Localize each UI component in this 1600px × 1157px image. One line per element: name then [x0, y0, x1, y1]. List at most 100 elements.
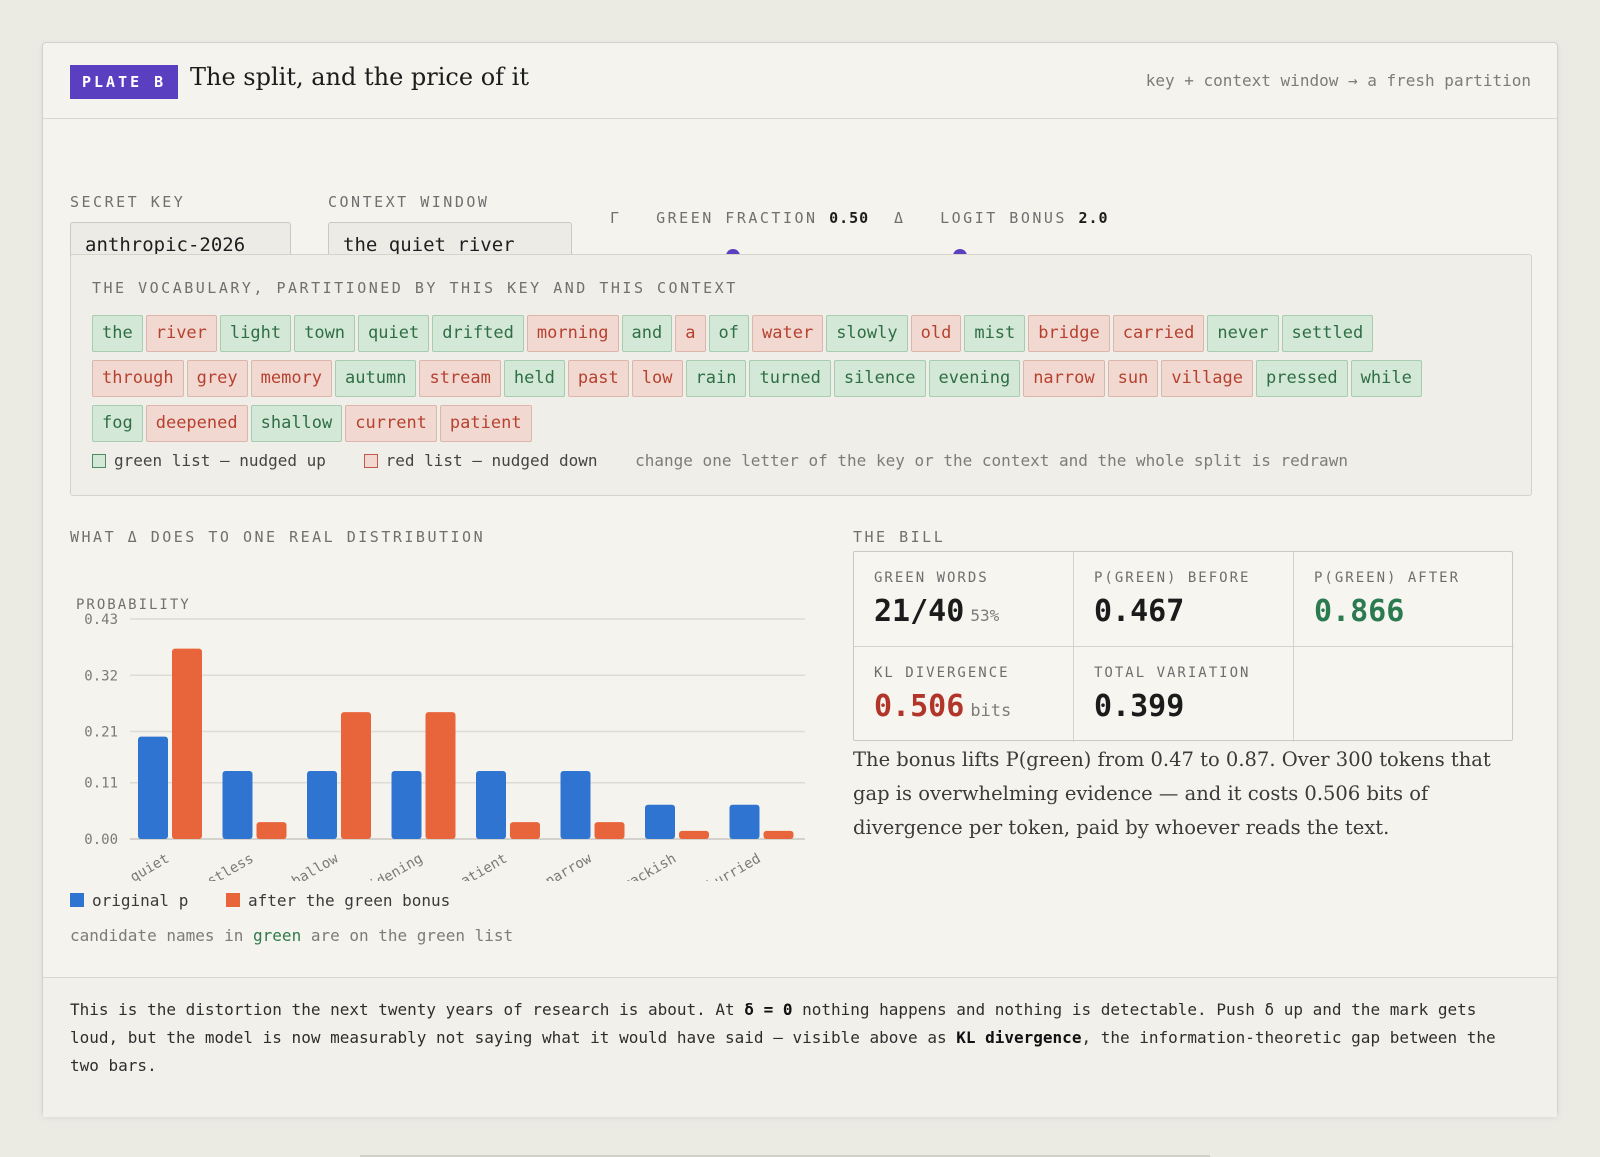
green-words-label: GREEN WORDS — [874, 570, 989, 586]
bill-explanation: The bonus lifts P(green) from 0.47 to 0.… — [853, 748, 1491, 839]
bill-table: GREEN WORDS 21/40 53% P(GREEN) BEFORE 0.4… — [853, 551, 1514, 742]
bottom-divider — [360, 1155, 1210, 1157]
logit-bonus-text: LOGIT BONUS — [940, 209, 1067, 227]
bar-original — [476, 770, 506, 839]
legend-after-label: after the green bonus — [247, 891, 451, 910]
y-tick-label: 0.21 — [84, 725, 118, 741]
token-red: current — [345, 405, 437, 442]
plate-header: PLATE B The split, and the price of it k… — [43, 43, 1557, 119]
chart-note-post: are on the green list — [301, 926, 514, 945]
p-green-before-cell: P(GREEN) BEFORE 0.467 — [1074, 552, 1294, 647]
bar-after — [256, 822, 287, 839]
token-green: mist — [964, 315, 1026, 352]
x-tick-label: narrow — [543, 850, 595, 881]
bill-title: THE BILL — [853, 528, 946, 546]
token-red: water — [752, 315, 824, 352]
green-fraction-value: 0.50 — [829, 209, 870, 227]
green-words-pct: 53% — [970, 606, 1000, 625]
green-words-value: 21/40 53% — [874, 594, 1073, 629]
token-green: autumn — [335, 360, 417, 397]
bar-after — [763, 830, 794, 839]
total-variation-cell: TOTAL VARIATION 0.399 — [1074, 647, 1294, 742]
green-fraction-label: Γ GREEN FRACTION 0.50 — [610, 209, 869, 227]
token-red: carried — [1112, 315, 1205, 352]
p-green-before-label: P(GREEN) BEFORE — [1094, 570, 1251, 586]
token-green: slowly — [826, 315, 908, 352]
token-green: never — [1207, 315, 1279, 352]
x-tick-label: restless — [190, 851, 256, 881]
x-tick-label: widening — [359, 851, 425, 881]
vocabulary-legend: green list — nudged up red list — nudged… — [92, 451, 1348, 470]
token-green: evening — [928, 360, 1021, 397]
footer-part-1: This is the distortion the next twenty y… — [70, 1000, 745, 1019]
token-green: fog — [92, 405, 143, 442]
context-window-label: CONTEXT WINDOW — [328, 193, 490, 211]
bar-after — [425, 712, 456, 839]
token-red: old — [910, 315, 962, 352]
green-words-cell: GREEN WORDS 21/40 53% — [854, 552, 1074, 647]
token-green: quiet — [358, 315, 430, 352]
footer-delta-zero: δ = 0 — [744, 1000, 793, 1019]
vocabulary-panel: THE VOCABULARY, PARTITIONED BY THIS KEY … — [70, 254, 1532, 496]
token-red: low — [631, 360, 683, 397]
bar-after — [679, 830, 709, 839]
plate-subtitle: key + context window → a fresh partition — [1145, 71, 1531, 90]
p-green-before-value: 0.467 — [1094, 594, 1185, 629]
y-tick-label: 0.00 — [84, 832, 118, 848]
x-tick-label: brackish — [613, 851, 679, 881]
kl-divergence-label: KL DIVERGENCE — [874, 665, 1010, 681]
plate-panel: PLATE B The split, and the price of it k… — [42, 42, 1558, 1117]
empty-cell — [1294, 647, 1514, 742]
x-tick-label: unhurried — [690, 851, 764, 881]
y-tick-label: 0.32 — [84, 668, 118, 684]
kl-divergence-value: 0.506 bits — [874, 689, 1073, 724]
bar-original — [138, 736, 168, 839]
token-green: and — [621, 315, 673, 352]
bar-original — [645, 804, 675, 839]
token-red: stream — [419, 360, 501, 397]
legend-red-text: red list — nudged down — [385, 451, 598, 470]
y-tick-label: 0.43 — [84, 612, 118, 628]
footer-panel: This is the distortion the next twenty y… — [43, 977, 1557, 1117]
bar-original — [222, 770, 253, 839]
token-green: silence — [833, 360, 926, 397]
token-red: river — [145, 315, 217, 352]
token-red: deepened — [145, 405, 248, 442]
token-red: morning — [526, 315, 619, 352]
token-red: past — [567, 360, 629, 397]
kl-divergence-cell: KL DIVERGENCE 0.506 bits — [854, 647, 1074, 742]
bar-original — [391, 770, 422, 839]
token-list: the river light town quiet drifted morning and a… — [92, 315, 1512, 450]
x-tick-label: patient — [451, 851, 510, 881]
bar-after — [594, 822, 625, 839]
kl-divergence-unit: bits — [970, 701, 1012, 721]
token-green: turned — [749, 360, 831, 397]
kl-divergence-number: 0.506 — [874, 689, 965, 724]
total-variation-label: TOTAL VARIATION — [1094, 665, 1251, 681]
x-tick-label: shallow — [282, 850, 342, 881]
bar-original — [560, 770, 591, 839]
gamma-symbol: Γ — [610, 209, 622, 227]
logit-bonus-label: Δ LOGIT BONUS 2.0 — [894, 209, 1109, 227]
p-green-after-label: P(GREEN) AFTER — [1314, 570, 1461, 586]
bar-after — [341, 712, 371, 839]
token-green: while — [1350, 360, 1422, 397]
token-red: village — [1161, 360, 1253, 397]
original-swatch-icon — [70, 893, 84, 907]
token-red: memory — [250, 360, 333, 397]
plate-title: The split, and the price of it — [190, 63, 529, 91]
chart-title: WHAT Δ DOES TO ONE REAL DISTRIBUTION — [70, 528, 486, 546]
distribution-chart: PROBABILITY 0.00 0.11 0.21 0.32 0.43 quiet rest… — [76, 597, 805, 881]
token-green: light — [219, 315, 292, 352]
token-green: shallow — [250, 405, 343, 442]
footer-part-2: nothing happens and nothing is detectabl… — [70, 1000, 1477, 1047]
y-tick-label: 0.11 — [84, 776, 118, 792]
chart-legend: original p after the green bonus — [70, 891, 478, 910]
p-green-after-value: 0.866 — [1314, 594, 1405, 629]
footer-part-3: , the information-theoretic gap between … — [70, 1028, 1496, 1075]
plate-badge: PLATE B — [70, 65, 179, 99]
secret-key-label: SECRET KEY — [70, 193, 186, 211]
token-green: settled — [1281, 315, 1374, 352]
after-swatch-icon — [225, 893, 240, 907]
x-tick-label: quiet — [127, 851, 172, 881]
